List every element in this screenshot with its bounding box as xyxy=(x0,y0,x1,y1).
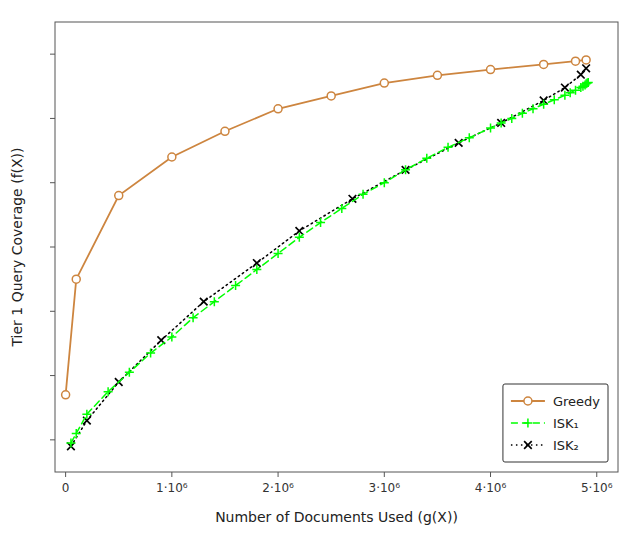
data-point xyxy=(72,429,81,438)
data-point xyxy=(529,104,538,113)
x-tick xyxy=(384,472,385,477)
y-tick xyxy=(50,375,55,376)
data-point xyxy=(359,190,368,199)
x-axis-label: Number of Documents Used (g(X)) xyxy=(215,509,458,525)
x-tick-label: 4·10⁶ xyxy=(475,481,507,495)
y-tick xyxy=(50,182,55,183)
x-tick xyxy=(65,472,66,477)
data-point xyxy=(422,154,431,163)
y-tick xyxy=(50,118,55,119)
data-point xyxy=(125,368,134,377)
data-point xyxy=(401,165,410,174)
data-point xyxy=(231,281,240,290)
data-point xyxy=(465,133,474,142)
data-point xyxy=(582,56,590,64)
data-point xyxy=(66,439,75,448)
legend-label: ISK₂ xyxy=(553,438,579,453)
data-point xyxy=(295,233,304,242)
data-point xyxy=(210,297,219,306)
data-point xyxy=(200,298,208,306)
x-axis: 0 1·10⁶ 2·10⁶ 3·10⁶ 4·10⁶ 5·10⁶ xyxy=(62,472,613,495)
data-point xyxy=(539,100,548,109)
data-point xyxy=(486,124,495,133)
data-point xyxy=(507,114,516,123)
data-point xyxy=(252,265,261,274)
y-axis-label: Tier 1 Query Coverage (f(X)) xyxy=(9,147,25,347)
x-tick xyxy=(490,472,491,477)
data-point xyxy=(584,78,593,87)
data-point xyxy=(540,60,548,68)
data-point xyxy=(497,119,505,127)
data-point xyxy=(433,71,441,79)
data-point xyxy=(337,204,346,213)
x-tick xyxy=(171,472,172,477)
chart: 0 1·10⁶ 2·10⁶ 3·10⁶ 4·10⁶ 5·10⁶ Number of Docu… xyxy=(0,0,640,540)
x-tick-label: 2·10⁶ xyxy=(262,481,294,495)
y-tick xyxy=(50,54,55,55)
legend: Greedy ISK₁ ISK₂ xyxy=(503,384,608,462)
data-point xyxy=(572,57,580,65)
data-point xyxy=(380,79,388,87)
data-point xyxy=(402,166,410,174)
x-tick xyxy=(278,472,279,477)
y-axis xyxy=(50,54,55,440)
legend-marker xyxy=(524,441,532,449)
data-point xyxy=(582,64,590,72)
data-point xyxy=(274,249,283,258)
legend-label: ISK₁ xyxy=(553,416,579,431)
data-point xyxy=(561,84,569,92)
data-point xyxy=(115,192,123,200)
data-point xyxy=(550,95,559,104)
x-tick xyxy=(596,472,597,477)
plot-frame xyxy=(55,22,618,472)
y-tick xyxy=(50,311,55,312)
data-point xyxy=(380,178,389,187)
data-point xyxy=(167,333,176,342)
data-point xyxy=(497,118,506,127)
data-point xyxy=(104,387,113,396)
data-point xyxy=(444,143,453,152)
data-point xyxy=(168,153,176,161)
series-line xyxy=(66,60,587,395)
data-point xyxy=(327,92,335,100)
data-point xyxy=(72,275,80,283)
legend-marker xyxy=(524,397,532,405)
x-tick-label: 0 xyxy=(62,481,70,495)
data-point xyxy=(487,66,495,74)
x-tick-label: 3·10⁶ xyxy=(369,481,401,495)
data-point xyxy=(316,218,325,227)
legend-label: Greedy xyxy=(553,394,600,409)
legend-box xyxy=(503,384,608,462)
data-point xyxy=(274,105,282,113)
y-tick xyxy=(50,247,55,248)
data-point xyxy=(518,109,527,118)
data-point xyxy=(146,349,155,358)
x-tick-label: 5·10⁶ xyxy=(581,481,613,495)
series xyxy=(62,56,591,399)
x-tick-label: 1·10⁶ xyxy=(156,481,188,495)
data-point xyxy=(221,127,229,135)
data-point xyxy=(62,391,70,399)
data-point xyxy=(189,313,198,322)
legend-marker xyxy=(523,419,532,428)
data-point xyxy=(82,410,91,419)
y-tick xyxy=(50,439,55,440)
